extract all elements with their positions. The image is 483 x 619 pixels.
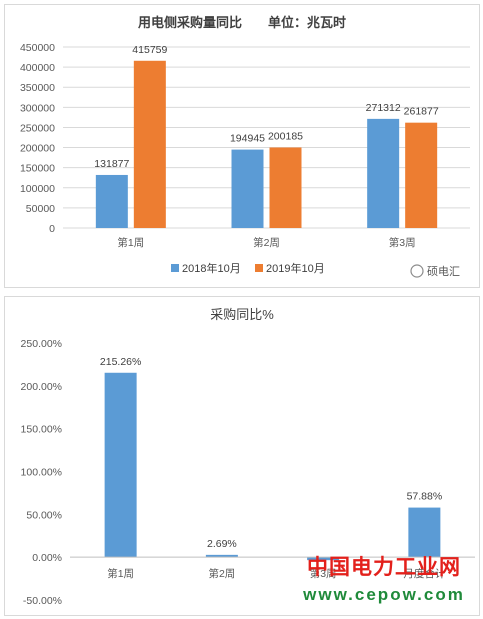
bar [133, 60, 166, 228]
data-label: 271312 [366, 102, 401, 114]
watermark-brand: 硕电汇 [410, 264, 460, 278]
data-label: 57.88% [407, 491, 443, 503]
data-label: 415759 [132, 44, 167, 56]
x-tick-label: 月度合计 [403, 567, 445, 580]
y-tick-label: 50000 [26, 203, 55, 215]
legend-label-2019: 2019年10月 [266, 261, 325, 275]
watermark-brand-text: 硕电汇 [427, 265, 460, 278]
legend: 2018年10月 2019年10月 [171, 261, 325, 275]
y-tick-label: -50.00% [23, 595, 62, 607]
legend-label-2018: 2018年10月 [182, 261, 241, 275]
y-tick-label: 350000 [20, 82, 55, 94]
y-tick-label: 250.00% [21, 338, 62, 350]
y-tick-label: 0.00% [32, 552, 62, 564]
bar [405, 122, 438, 228]
bar [367, 118, 400, 228]
data-label: 215.26% [100, 356, 141, 368]
data-label: 2.69% [207, 538, 237, 550]
x-tick-label: 第2周 [253, 236, 280, 249]
y-tick-label: 100000 [20, 183, 55, 195]
chart-title: 采购同比% [210, 307, 274, 322]
y-tick-label: 0 [49, 223, 55, 235]
chart-title: 用电侧采购量同比 单位：兆瓦时 [137, 15, 346, 30]
y-tick-label: 100.00% [21, 467, 62, 479]
bar [104, 372, 137, 558]
y-tick-label: 450000 [20, 42, 55, 54]
y-tick-label: 400000 [20, 62, 55, 74]
bar [95, 174, 128, 228]
chart-purchase-yoy: 采购同比% -50.00% 0.00% 50.00% 100.00% 150.00% 20… [21, 307, 475, 607]
data-label: 131877 [94, 158, 129, 170]
bar [269, 147, 302, 228]
y-tick-label: 200000 [20, 143, 55, 155]
y-tick-label: 150.00% [21, 424, 62, 436]
data-label: 261877 [404, 106, 439, 118]
x-tick-label: 第2周 [208, 567, 235, 580]
x-tick-label: 第3周 [389, 236, 416, 249]
data-label: 194945 [230, 133, 265, 145]
y-tick-label: 150000 [20, 163, 55, 175]
y-tick-label: 300000 [20, 102, 55, 114]
y-tick-label: 200.00% [21, 381, 62, 393]
legend-swatch-2019 [255, 264, 263, 272]
chart-panel-yoy: 采购同比% -50.00% 0.00% 50.00% 100.00% 150.00% 20… [4, 296, 480, 616]
bar [205, 554, 238, 558]
x-tick-label: 第1周 [117, 236, 144, 249]
x-tick-label: 第1周 [107, 567, 134, 580]
bar [231, 149, 264, 228]
data-label: 200185 [268, 130, 303, 142]
chart-purchase-volume: 用电侧采购量同比 单位：兆瓦时 0 50000 100000 150000 200000… [20, 15, 470, 278]
chart-panel-purchase-volume: 用电侧采购量同比 单位：兆瓦时 0 50000 100000 150000 200000… [4, 4, 480, 288]
y-tick-label: 250000 [20, 122, 55, 134]
y-tick-label: 50.00% [26, 509, 62, 521]
bar [307, 557, 340, 561]
legend-swatch-2018 [171, 264, 179, 272]
bar [408, 507, 441, 558]
x-tick-label: 第3周 [310, 567, 337, 580]
wechat-icon [410, 264, 424, 278]
